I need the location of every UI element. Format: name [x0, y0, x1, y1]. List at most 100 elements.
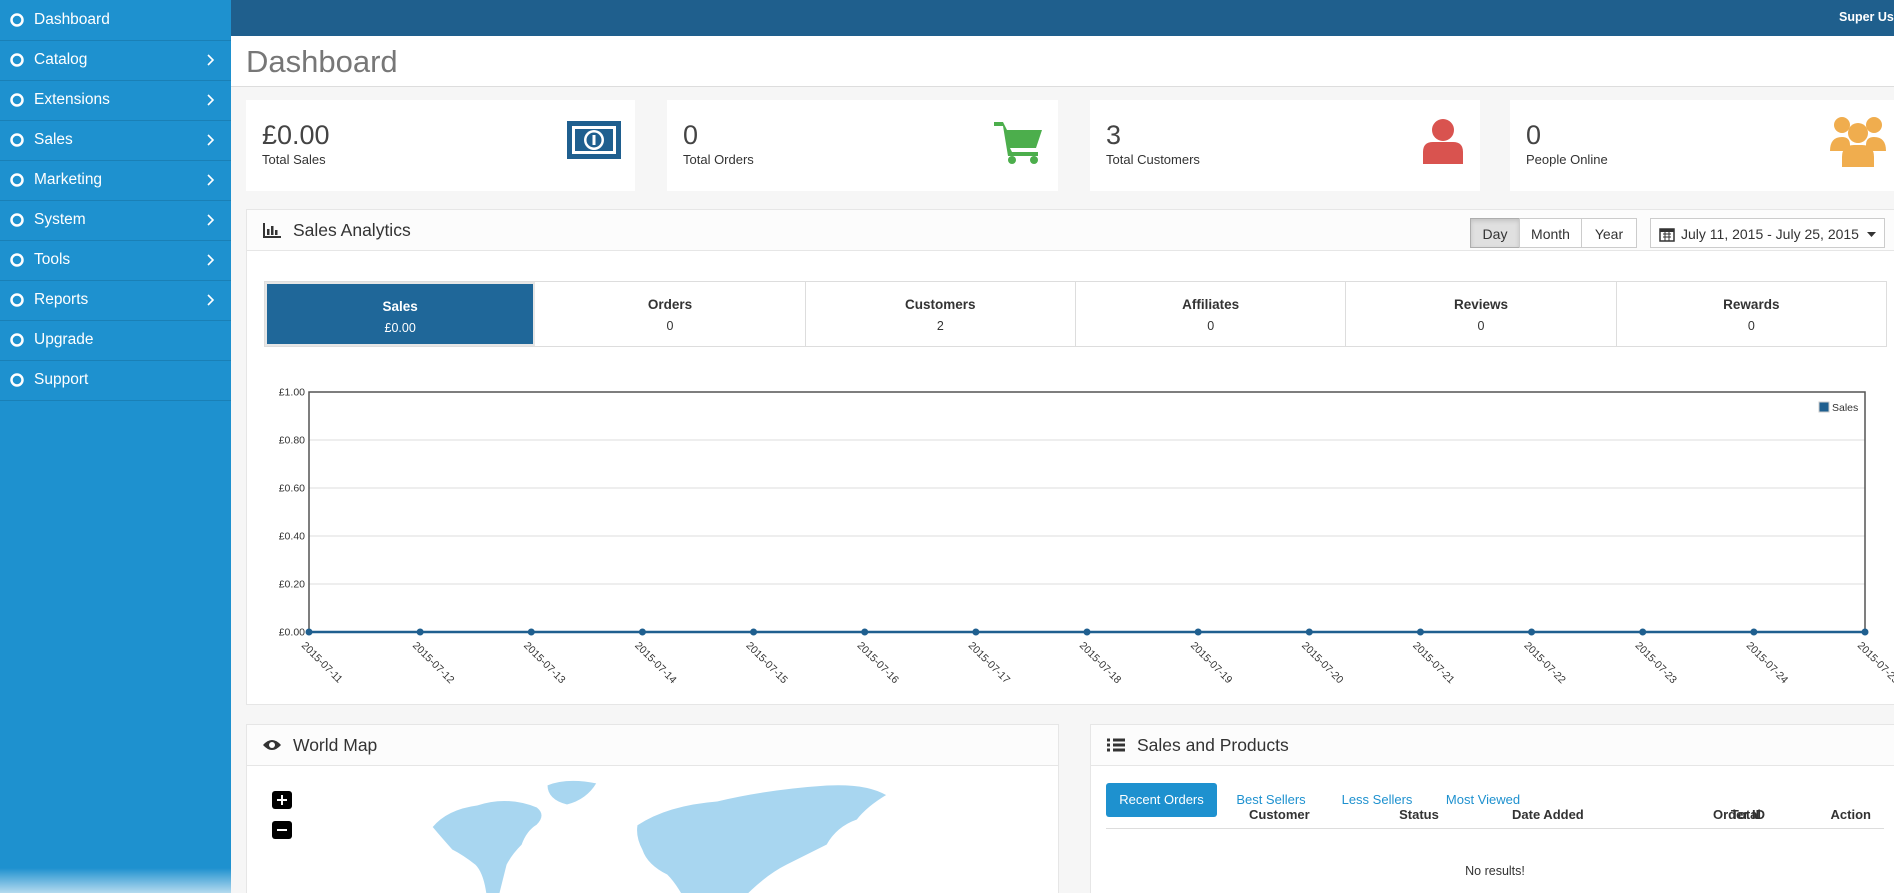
menu-item[interactable]: Sales	[0, 120, 231, 161]
chevron	[207, 94, 215, 106]
menu-label: Dashboard	[34, 11, 110, 28]
chevron-path	[207, 54, 215, 66]
menu-label: Extensions	[34, 91, 110, 108]
tab-name: Customers	[905, 297, 976, 312]
icon-shape	[10, 293, 24, 307]
product-tab[interactable]: Recent Orders	[1106, 783, 1217, 817]
user-menu[interactable]: Super User	[1839, 10, 1894, 24]
menu-label: Marketing	[34, 171, 103, 188]
stat-label: Total Sales	[262, 152, 326, 167]
icon-shape	[10, 53, 24, 67]
product-tab[interactable]: Best Sellers	[1236, 792, 1306, 807]
menu-label: Support	[34, 371, 89, 388]
title-bar: Dashboard	[231, 36, 1894, 87]
data-point	[1416, 628, 1424, 636]
menu-item[interactable]: Catalog	[0, 40, 231, 81]
menu-label: Tools	[34, 251, 71, 268]
menu-item[interactable]: Reports	[0, 280, 231, 321]
y-tick-label: £0.60	[279, 483, 305, 495]
menu-label: System	[34, 211, 86, 228]
data-point	[750, 628, 758, 636]
menu-item[interactable]: Extensions	[0, 80, 231, 121]
data-point	[1305, 628, 1313, 636]
column-header: Status	[1399, 807, 1439, 822]
tab-name: Sales	[382, 299, 418, 314]
menu-item[interactable]: Support	[0, 360, 231, 401]
tab-name: Rewards	[1723, 297, 1780, 312]
x-tick-label: 2015-07-12	[410, 640, 457, 687]
metric-tab[interactable]: Rewards 0	[1617, 282, 1887, 346]
chevron-path	[207, 254, 215, 266]
stat-label: Total Orders	[683, 152, 754, 167]
world-map-panel: World Map	[246, 724, 1059, 893]
data-point	[416, 628, 424, 636]
metric-tab[interactable]: Reviews 0	[1346, 282, 1617, 346]
column-header: Order ID	[1712, 807, 1765, 822]
tab-name: Orders	[647, 297, 693, 312]
metric-tabs: Sales £0.00 Orders 0 Customers 2 Affiliates 0 Re…	[264, 281, 1887, 347]
chart-icon	[263, 223, 281, 238]
panel-title: Sales and Products	[1137, 735, 1289, 755]
icon-shape	[10, 13, 24, 27]
menu-icon	[10, 293, 24, 307]
chevron	[207, 54, 215, 66]
y-tick-label: £0.00	[279, 627, 305, 639]
stat-value: 0	[1526, 120, 1542, 150]
icon-shape	[10, 93, 24, 107]
range-button[interactable]: Day	[1470, 218, 1520, 248]
column-header: Date Added	[1512, 807, 1584, 822]
data-point	[861, 628, 869, 636]
chevron-path	[207, 94, 215, 106]
stat-card: 3 Total Customers	[1090, 100, 1480, 191]
icon-shape	[10, 213, 24, 227]
menu-item[interactable]: Upgrade	[0, 320, 231, 361]
range-button[interactable]: Month	[1519, 218, 1582, 248]
chevron	[207, 214, 215, 226]
x-tick-label: 2015-07-13	[521, 640, 568, 687]
menu-label: Catalog	[34, 51, 88, 68]
menu-item[interactable]: Tools	[0, 240, 231, 281]
stat-card: 0 People Online	[1510, 100, 1894, 191]
metric-tab[interactable]: Orders 0	[535, 282, 806, 346]
panel-title: World Map	[293, 735, 378, 755]
product-tab[interactable]: Most Viewed	[1445, 792, 1521, 807]
data-point	[1528, 628, 1536, 636]
tab-name: Affiliates	[1182, 297, 1240, 312]
column-header: Customer	[1249, 807, 1310, 822]
menu-label: Reports	[34, 291, 89, 308]
panel-header: Sales Analytics	[247, 210, 1894, 251]
metric-tab[interactable]: Customers 2	[806, 282, 1076, 346]
column-header: Total	[1730, 807, 1761, 822]
stat-label: Total Customers	[1106, 152, 1200, 167]
x-tick-label: 2015-07-24	[1744, 640, 1791, 687]
stat-card: £0.00 Total Sales	[246, 100, 635, 191]
top-bar: Super User	[231, 0, 1894, 36]
metric-tab[interactable]: Sales £0.00	[265, 282, 536, 346]
x-tick-label: 2015-07-18	[1077, 640, 1124, 687]
tab-value: 0	[1477, 319, 1485, 333]
date-range-button[interactable]: July 11, 2015 - July 25, 2015	[1650, 218, 1885, 248]
chevron-path	[207, 294, 215, 306]
menu-item[interactable]: Dashboard	[0, 0, 231, 41]
x-tick-label: 2015-07-17	[966, 640, 1013, 687]
data-point	[1083, 628, 1091, 636]
chevron	[207, 134, 215, 146]
x-tick-label: 2015-07-16	[855, 640, 902, 687]
menu-item[interactable]: System	[0, 200, 231, 241]
icon-shape	[10, 133, 24, 147]
menu-item[interactable]: Marketing	[0, 160, 231, 201]
tab-value: 2	[936, 319, 944, 333]
analytics-panel: Sales Analytics Day Month Year July 11, 20…	[246, 209, 1894, 705]
menu-icon	[10, 93, 24, 107]
x-tick-label: 2015-07-22	[1521, 640, 1568, 687]
list-icon	[1107, 738, 1125, 752]
page-title: Dashboard	[246, 44, 398, 79]
product-tab[interactable]: Less Sellers	[1341, 792, 1413, 807]
range-button[interactable]: Year	[1581, 218, 1637, 248]
x-tick-label: 2015-07-14	[632, 640, 679, 687]
chevron	[207, 294, 215, 306]
tab-name: Reviews	[1453, 297, 1509, 312]
data-point	[305, 628, 313, 636]
metric-tab[interactable]: Affiliates 0	[1076, 282, 1347, 346]
menu-icon	[10, 13, 24, 27]
